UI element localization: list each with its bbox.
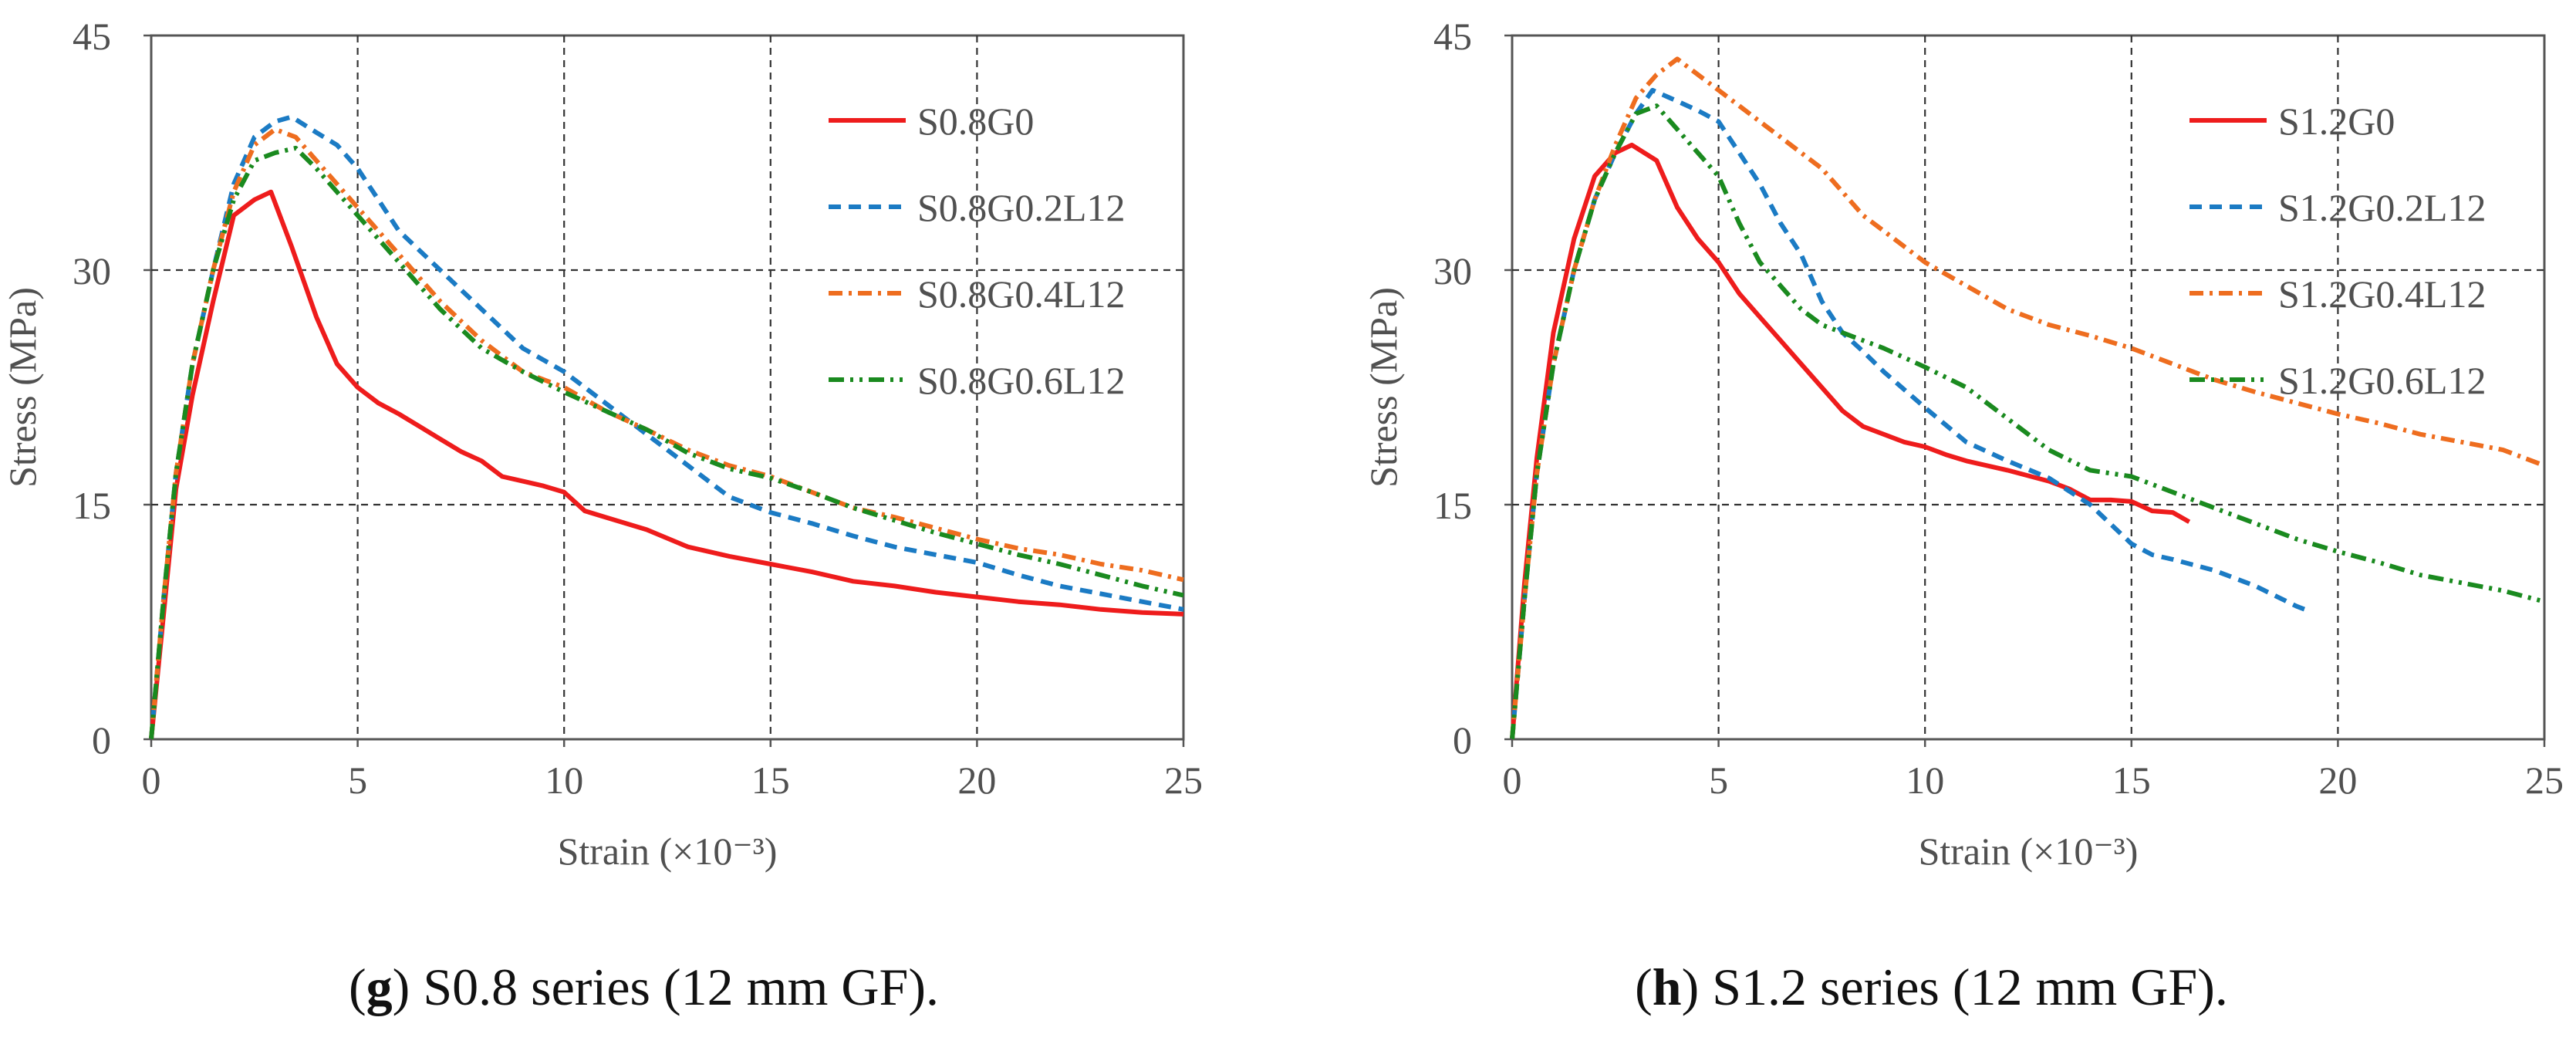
y-tick-label: 45 <box>73 15 111 58</box>
caption-text: S1.2 series (12 mm GF). <box>1712 958 2228 1016</box>
legend-label: S0.8G0 <box>917 100 1034 143</box>
series-line-4 <box>1510 103 2545 740</box>
x-tick-label: 15 <box>751 759 790 802</box>
x-tick-label: 5 <box>348 759 367 802</box>
legend: S1.2G0 S1.2G0.2L12 S1.2G0.4L12 S1.2G0.6L12 <box>2189 100 2486 402</box>
x-tick-label: 20 <box>957 759 996 802</box>
caption-h: (h) S1.2 series (12 mm GF). <box>1635 958 2228 1016</box>
series-layer <box>149 114 1184 740</box>
series-layer <box>1510 56 2546 740</box>
x-tick-label: 25 <box>1164 759 1203 802</box>
x-tick-label: 0 <box>142 759 161 802</box>
x-axis-label: Strain (×10⁻³) <box>558 830 778 873</box>
series-line-1 <box>149 189 1184 740</box>
caption-text: S0.8 series (12 mm GF). <box>423 958 939 1016</box>
x-tick-label: 10 <box>1906 759 1944 802</box>
legend-label: S0.8G0.6L12 <box>917 359 1125 402</box>
plot-frame <box>150 34 1185 741</box>
chart-panel-g: 0 5 10 15 20 25 0 15 30 45 Strain (×10⁻³) Stress … <box>1 15 1203 873</box>
plot-frame <box>1511 34 2546 741</box>
legend-label: S1.2G0.2L12 <box>2278 186 2486 229</box>
y-tick-label: 30 <box>73 249 111 292</box>
series-line-3 <box>1510 56 2546 740</box>
series-line-2 <box>1510 87 2310 740</box>
grid-layer <box>1512 35 2544 739</box>
x-tick-label: 20 <box>2318 759 2357 802</box>
y-axis-label: Stress (MPa) <box>1 287 44 488</box>
y-tick-label: 45 <box>1433 15 1472 58</box>
y-tick-label: 15 <box>73 484 111 527</box>
series-line-1 <box>1510 142 2191 740</box>
chart-panel-h: 0 5 10 15 20 25 0 15 30 45 Strain (×10⁻³) Stress … <box>1362 15 2564 873</box>
x-tick-label: 15 <box>2112 759 2151 802</box>
y-tick-label: 0 <box>92 718 111 762</box>
legend-label: S0.8G0.4L12 <box>917 272 1125 316</box>
x-axis-label: Strain (×10⁻³) <box>1919 830 2139 873</box>
y-tick-label: 0 <box>1453 718 1472 762</box>
legend-label: S1.2G0.4L12 <box>2278 272 2486 316</box>
x-tick-label: 10 <box>545 759 583 802</box>
y-tick-label: 30 <box>1433 249 1472 292</box>
legend-label: S1.2G0.6L12 <box>2278 359 2486 402</box>
x-tick-label: 5 <box>1709 759 1728 802</box>
y-tick-label: 15 <box>1433 484 1472 527</box>
legend-label: S1.2G0 <box>2278 100 2395 143</box>
ticks-layer: 0 5 10 15 20 25 0 15 30 45 <box>1433 15 2564 802</box>
y-axis-label: Stress (MPa) <box>1362 287 1405 488</box>
legend: S0.8G0 S0.8G0.2L12 S0.8G0.4L12 S0.8G0.6L12 <box>829 100 1125 402</box>
series-line-4 <box>149 145 1184 740</box>
x-tick-label: 25 <box>2525 759 2564 802</box>
caption-letter: h <box>1652 958 1682 1016</box>
caption-g: (g) S0.8 series (12 mm GF). <box>349 958 939 1016</box>
caption-letter: g <box>366 958 393 1016</box>
ticks-layer: 0 5 10 15 20 25 0 15 30 45 <box>73 15 1203 802</box>
series-line-2 <box>149 114 1184 740</box>
x-tick-label: 0 <box>1503 759 1522 802</box>
legend-label: S0.8G0.2L12 <box>917 186 1125 229</box>
